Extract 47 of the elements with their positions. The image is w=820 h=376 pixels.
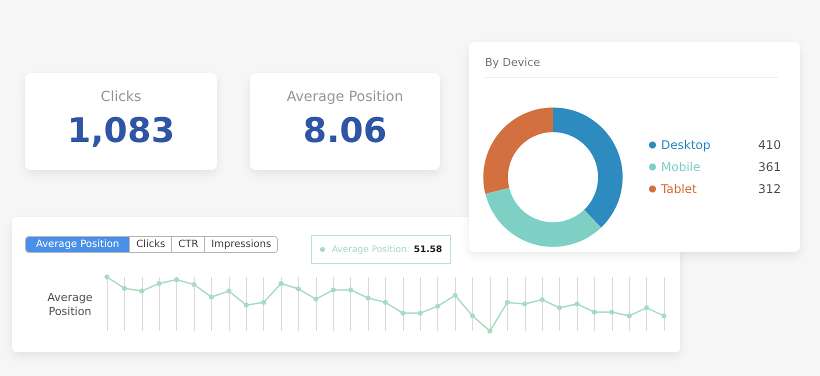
- point: [400, 310, 406, 316]
- data-label: 361: [758, 160, 781, 174]
- text: Average Position: [286, 89, 404, 105]
- text: 1,083: [66, 111, 176, 151]
- point: [418, 310, 423, 316]
- point: [174, 277, 180, 282]
- point: [504, 300, 510, 305]
- point: [470, 313, 476, 318]
- point: [609, 310, 614, 315]
- point: [452, 292, 458, 298]
- point: [487, 328, 492, 334]
- text: 8.06: [302, 111, 388, 151]
- point: [104, 274, 110, 280]
- tab-bar: Average Position Clicks CTR Impressions: [25, 236, 278, 253]
- point: [278, 280, 284, 286]
- point: [366, 296, 371, 301]
- text: Clicks: [100, 89, 142, 105]
- data-label: 312: [758, 182, 781, 196]
- point: [626, 313, 632, 318]
- legend-label: Tablet: [660, 182, 698, 196]
- y-axis-title: Average Position: [46, 291, 94, 319]
- point: [383, 300, 388, 305]
- legend-label: Mobile: [661, 160, 700, 174]
- point: [244, 302, 249, 308]
- point: [574, 302, 580, 306]
- point: [540, 297, 545, 302]
- point: [208, 294, 214, 300]
- point: [644, 305, 650, 310]
- point: [192, 282, 197, 288]
- point: [226, 288, 232, 294]
- point: [156, 280, 162, 286]
- tooltip-box: Average Position: 51.58: [311, 235, 451, 264]
- point: [139, 288, 144, 294]
- chart-title: By Device: [485, 56, 778, 78]
- point: [330, 287, 336, 292]
- point: [313, 296, 318, 302]
- data-label: 410: [758, 138, 781, 152]
- point: [522, 302, 528, 306]
- point: [122, 286, 127, 291]
- point: [296, 286, 301, 292]
- point: [348, 287, 354, 292]
- point: [662, 313, 666, 318]
- legend-label: Desktop: [661, 138, 710, 152]
- point: [592, 310, 597, 315]
- point: [261, 300, 266, 305]
- point: [435, 304, 440, 309]
- point: [557, 305, 562, 310]
